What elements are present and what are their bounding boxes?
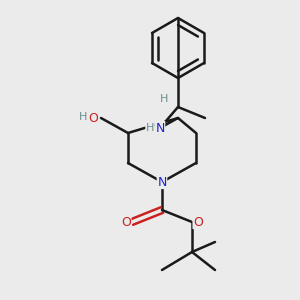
Text: H: H: [79, 112, 87, 122]
Text: O: O: [193, 215, 203, 229]
Text: O: O: [121, 215, 131, 229]
Text: H: H: [160, 94, 168, 104]
Text: N: N: [157, 176, 167, 188]
Text: O: O: [88, 112, 98, 124]
Text: H: H: [146, 123, 154, 133]
Text: N: N: [155, 122, 165, 134]
